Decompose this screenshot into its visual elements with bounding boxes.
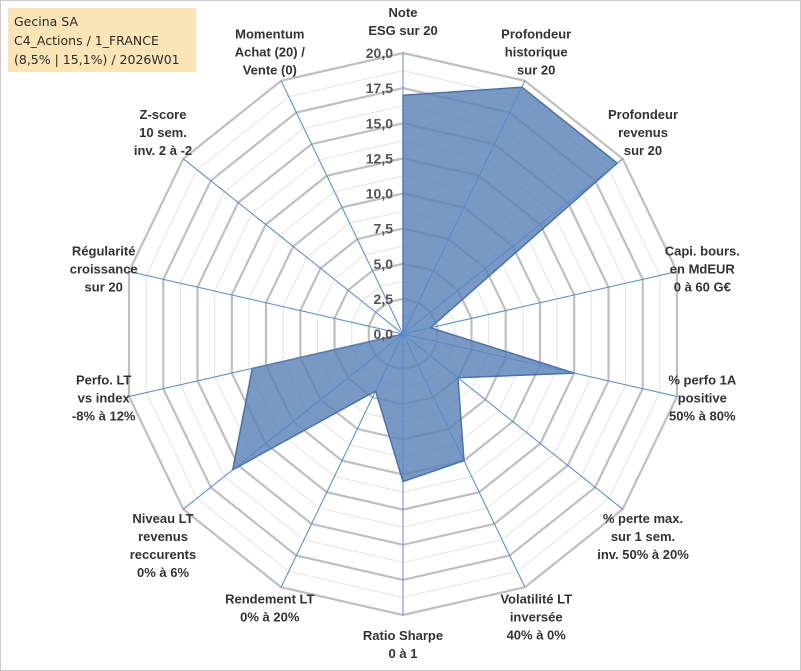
axis-label: Niveau LT revenus reccurents 0% à 6%: [130, 511, 196, 580]
axis-spoke-overlay: [402, 271, 678, 335]
axis-spoke-overlay: [402, 158, 623, 335]
category-label: C4_Actions / 1_FRANCE: [14, 33, 159, 48]
axis-spoke-overlay: [280, 80, 404, 335]
axis-spoke-overlay: [402, 333, 623, 510]
axis-label: Momentum Achat (20) / Vente (0): [235, 27, 305, 78]
axis-label: Profondeur revenus sur 20: [608, 107, 678, 158]
tick-label: 5,0: [374, 256, 394, 272]
period-label: (8,5% | 15,1%) / 2026W01: [14, 52, 180, 67]
tick-label: 17,5: [366, 80, 393, 96]
axis-spoke-overlay: [280, 333, 404, 588]
tick-label: 10,0: [366, 186, 393, 202]
axis-spoke-overlay: [402, 80, 526, 335]
axis-label: Ratio Sharpe 0 à 1: [363, 628, 443, 661]
axis-label: Rendement LT 0% à 20%: [225, 591, 314, 624]
axis-spoke-overlay: [402, 333, 678, 397]
company-name: Gecina SA: [14, 14, 78, 29]
tick-label: 12,5: [366, 150, 393, 166]
axis-label: Volatilité LT inversée 40% à 0%: [500, 591, 572, 642]
tick-label: 2,5: [374, 291, 394, 307]
axis-label: Note ESG sur 20: [368, 5, 437, 38]
axis-label: Capi. bours. en MdEUR 0 à 60 G€: [665, 244, 740, 295]
axis-spoke-overlay: [183, 333, 404, 510]
axis-spoke-overlay: [128, 333, 404, 397]
axis-label: Z-score 10 sem. inv. 2 à -2: [134, 107, 192, 158]
info-box: Gecina SA C4_Actions / 1_FRANCE (8,5% | …: [8, 8, 196, 72]
axis-label: Régularité croissance sur 20: [70, 244, 138, 295]
tick-label: 15,0: [366, 115, 393, 131]
axis-label: % perte max. sur 1 sem. inv. 50% à 20%: [597, 511, 689, 562]
tick-label: 0,0: [374, 326, 394, 342]
tick-label: 20,0: [366, 45, 393, 61]
axis-spoke-overlay: [128, 271, 404, 335]
axis-label: Profondeur historique sur 20: [501, 27, 571, 78]
axis-spoke-overlay: [183, 158, 404, 335]
series-area: [231, 86, 619, 483]
axis-label: Perfo. LT vs index -8% à 12%: [72, 372, 136, 423]
tick-label: 7,5: [374, 221, 394, 237]
axis-label: % perfo 1A positive 50% à 80%: [668, 372, 737, 423]
axis-spoke-overlay: [402, 333, 526, 588]
